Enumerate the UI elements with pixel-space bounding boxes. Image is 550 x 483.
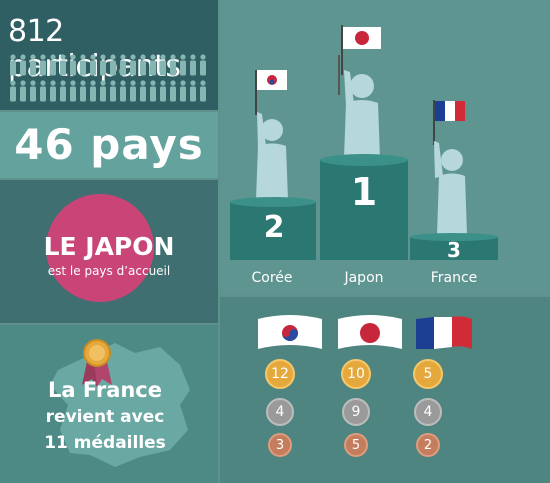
podium-label-korea: Corée	[232, 270, 312, 286]
second-figure-icon	[255, 70, 288, 200]
host-country-panel: LE JAPON est le pays d’accueil	[0, 180, 218, 323]
people-icons	[9, 54, 209, 104]
japan-flag-icon	[336, 313, 404, 353]
podium-label-france: France	[414, 270, 494, 286]
rank-second: 2	[250, 210, 298, 245]
france-bronze-medal: 2	[416, 433, 440, 457]
france-flag-icon	[414, 313, 474, 353]
japan-gold-medal: 10	[341, 359, 371, 389]
japan-silver-medal: 9	[342, 398, 370, 426]
france-panel: La France revient avec 11 médailles	[0, 325, 218, 483]
france-map-icon	[30, 335, 210, 475]
podium-panel: 1 2 3 Corée Japon France	[220, 0, 550, 295]
france-silver-medal: 4	[414, 398, 442, 426]
korea-flag-icon	[256, 313, 324, 353]
winner-figure-icon	[338, 25, 381, 158]
korea-silver-medal: 4	[266, 398, 294, 426]
host-subtitle: est le pays d’accueil	[0, 264, 218, 278]
france-line-2: revient avec	[0, 407, 210, 427]
korea-gold-medal: 12	[265, 359, 295, 389]
countries-panel: 46 pays	[0, 112, 218, 178]
countries-count: 46 pays	[0, 120, 218, 169]
korea-bronze-medal: 3	[268, 433, 292, 457]
rank-first: 1	[340, 170, 388, 214]
japan-bronze-medal: 5	[344, 433, 368, 457]
podium-label-japan: Japon	[324, 270, 404, 286]
podium-graphic	[220, 0, 550, 295]
host-title: LE JAPON	[0, 232, 218, 261]
rank-third: 3	[430, 238, 478, 262]
medals-panel: 12 4 3 10 9 5 5 4 2	[220, 297, 550, 483]
france-line-3: 11 médailles	[0, 433, 210, 453]
third-figure-icon	[433, 100, 467, 235]
participants-panel: 812 participants	[0, 0, 218, 110]
france-line-1: La France	[0, 378, 210, 402]
france-gold-medal: 5	[413, 359, 443, 389]
